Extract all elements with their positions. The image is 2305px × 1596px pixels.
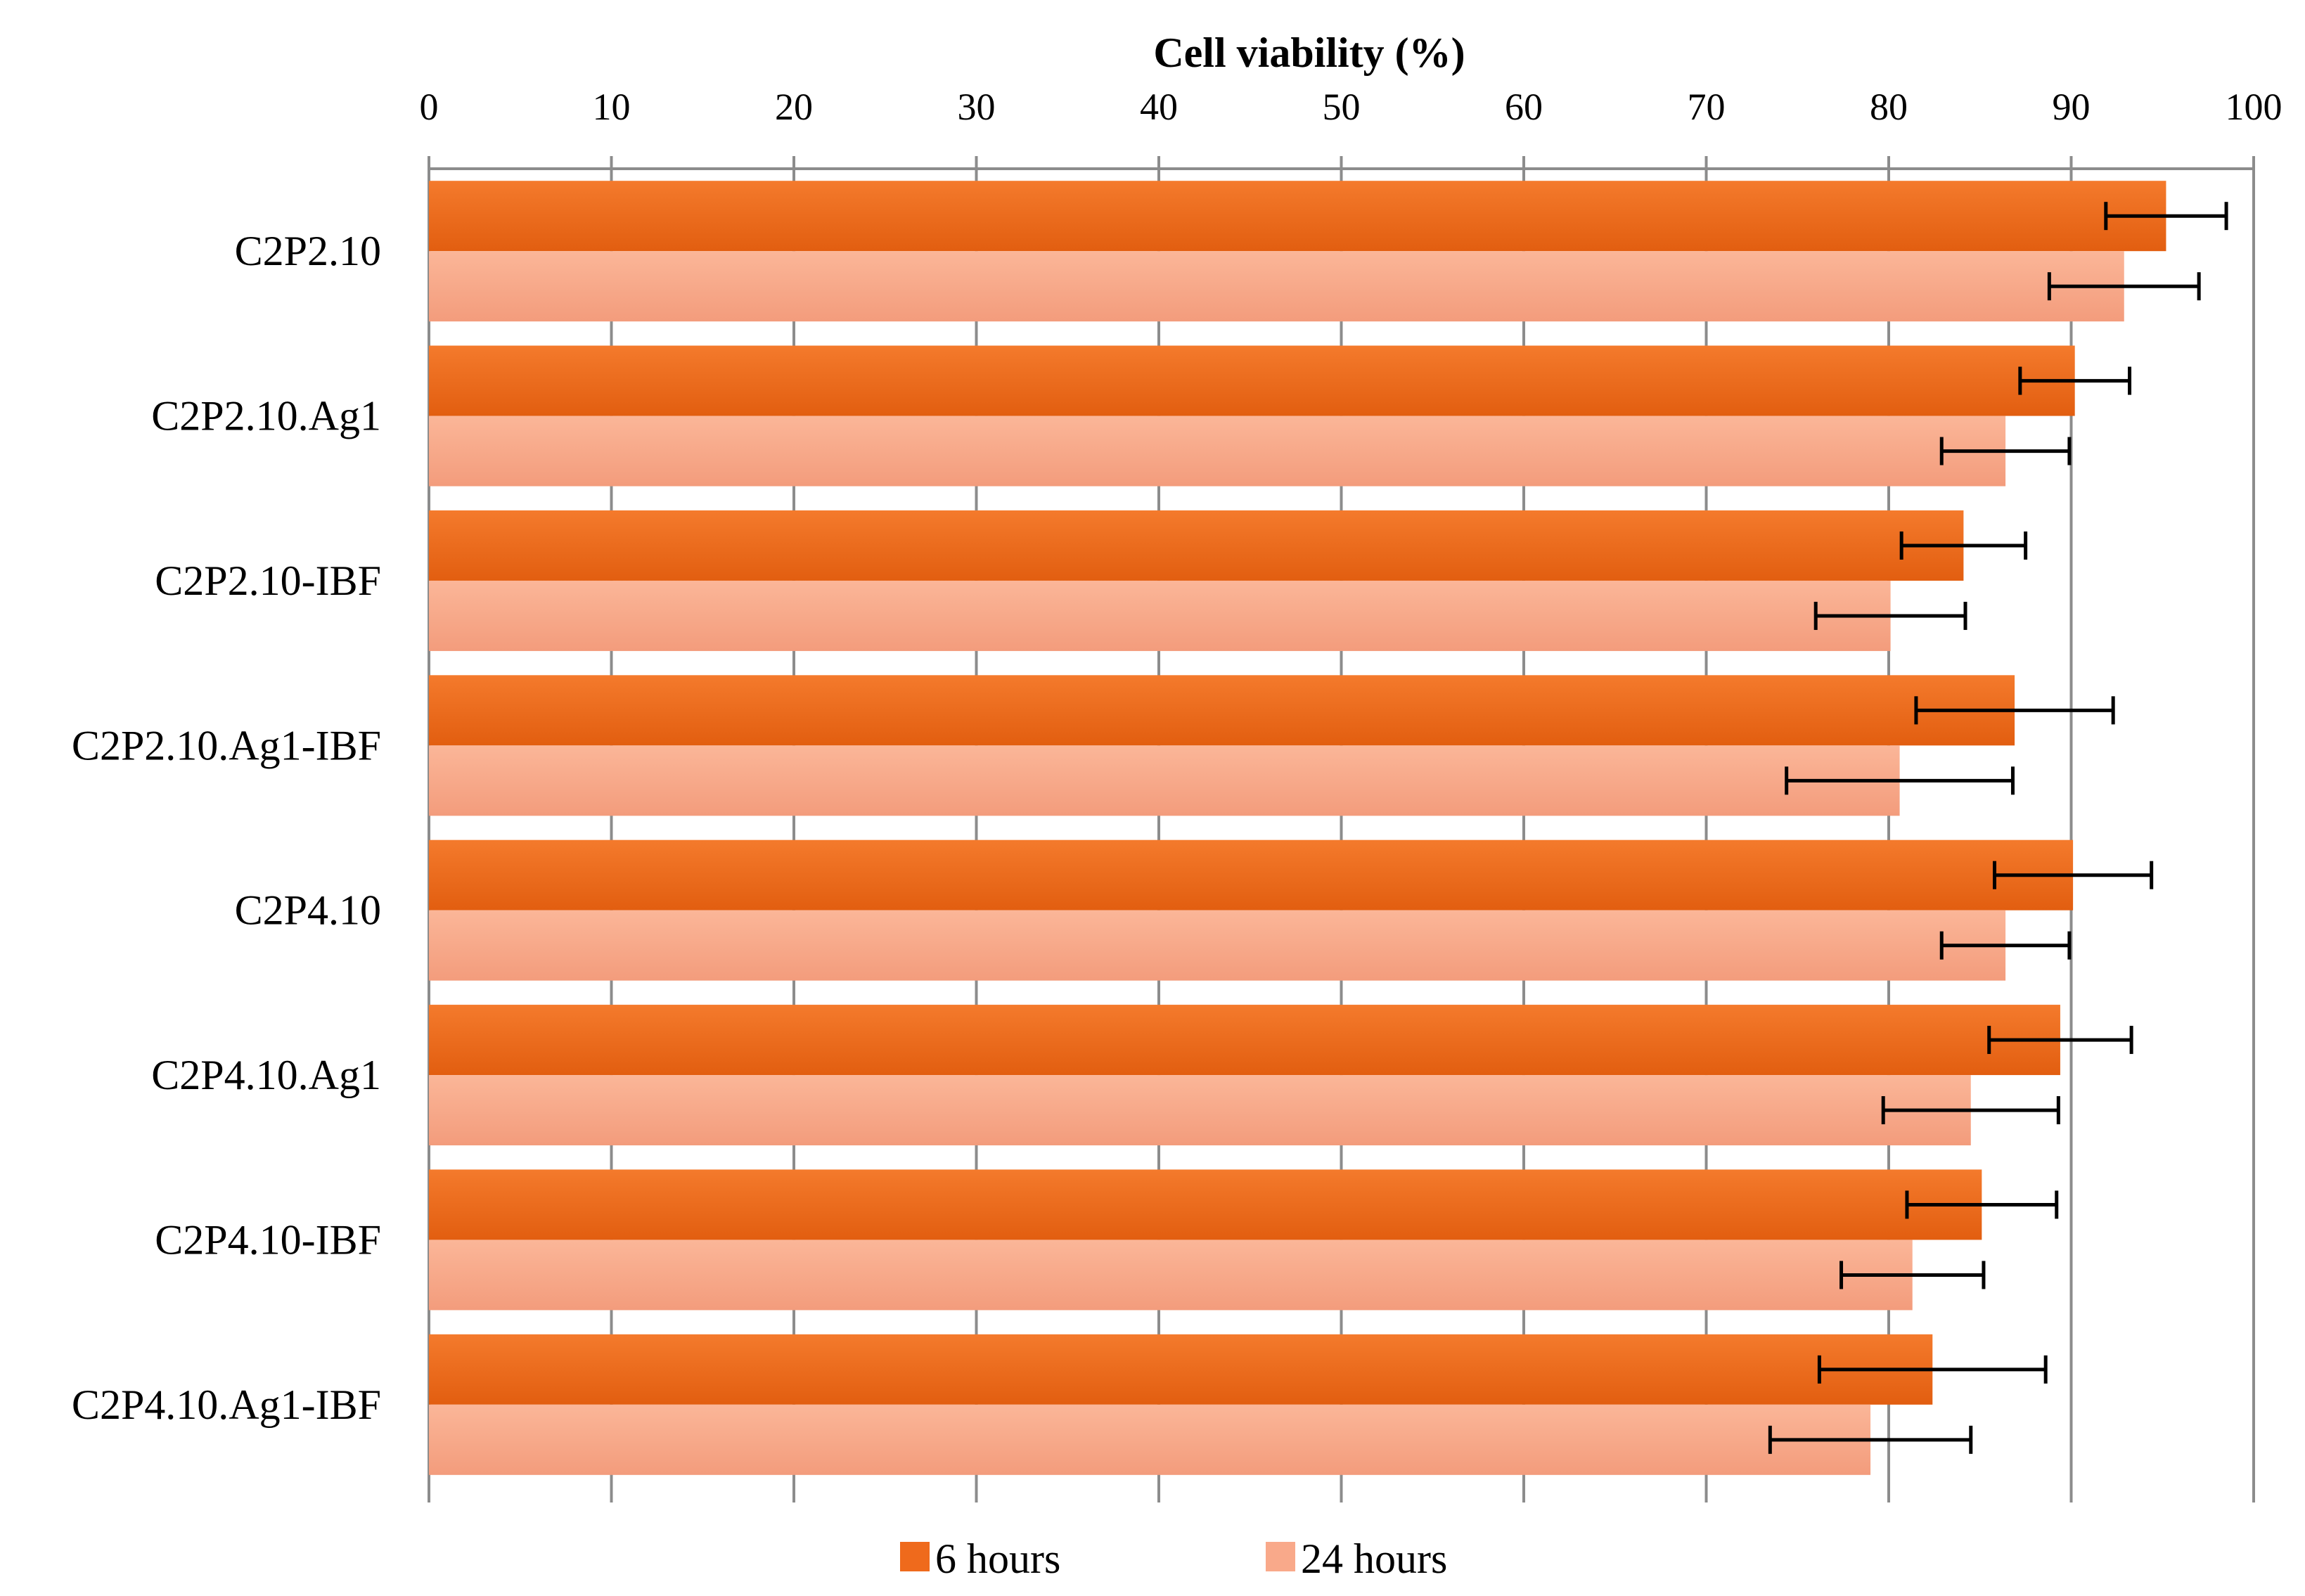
bar-24-hours: [429, 1404, 1871, 1475]
x-tick-label: 10: [593, 86, 631, 128]
bar-6-hours: [429, 181, 2166, 252]
bar-6-hours: [429, 1005, 2060, 1076]
x-axis-ticks: 0 10 20 30 40 50 60 70 80 90 100: [420, 86, 2282, 128]
x-tick-label: 90: [2053, 86, 2091, 128]
bar-24-hours: [429, 416, 2006, 487]
x-tick-label: 20: [775, 86, 813, 128]
category-label: C2P4.10-IBF: [155, 1216, 381, 1263]
bar-24-hours: [429, 910, 2006, 981]
category-label: C2P4.10.Ag1-IBF: [72, 1382, 381, 1428]
x-tick-label: 80: [1870, 86, 1908, 128]
x-tick-label: 30: [958, 86, 996, 128]
legend-swatch-6-hours: [900, 1542, 930, 1571]
legend-label-24-hours: 24 hours: [1301, 1536, 1447, 1582]
bar-24-hours: [429, 1240, 1913, 1311]
category-label: C2P2.10-IBF: [155, 558, 381, 604]
category-label: C2P2.10.Ag1: [151, 393, 381, 439]
bar-6-hours: [429, 345, 2075, 416]
legend: 6 hours 24 hours: [900, 1536, 1447, 1582]
category-label: C2P4.10.Ag1: [151, 1052, 381, 1098]
y-axis-categories: C2P2.10 C2P2.10.Ag1 C2P2.10-IBF C2P2.10.Ag1…: [72, 228, 381, 1428]
legend-label-6-hours: 6 hours: [935, 1536, 1060, 1582]
bar-24-hours: [429, 745, 1900, 816]
chart-title: Cell viability (%): [1153, 30, 1465, 76]
bar-6-hours: [429, 839, 2074, 910]
x-tick-label: 50: [1323, 86, 1361, 128]
x-tick-label: 40: [1140, 86, 1178, 128]
category-label: C2P2.10: [235, 228, 381, 274]
bar-6-hours: [429, 675, 2015, 746]
bar-6-hours: [429, 1169, 1982, 1240]
bar-6-hours: [429, 510, 1964, 581]
error-bars: [1768, 202, 2228, 1454]
bar-24-hours: [429, 251, 2124, 322]
category-label: C2P4.10: [235, 887, 381, 934]
x-tick-label: 70: [1688, 86, 1726, 128]
legend-swatch-24-hours: [1266, 1542, 1295, 1571]
x-tick-label: 60: [1505, 86, 1543, 128]
bars: [429, 181, 2166, 1475]
x-tick-label: 100: [2226, 86, 2282, 128]
bar-24-hours: [429, 580, 1891, 651]
x-tick-label: 0: [420, 86, 439, 128]
bar-6-hours: [429, 1334, 1933, 1405]
bar-24-hours: [429, 1075, 1971, 1146]
category-label: C2P2.10.Ag1-IBF: [72, 722, 381, 768]
